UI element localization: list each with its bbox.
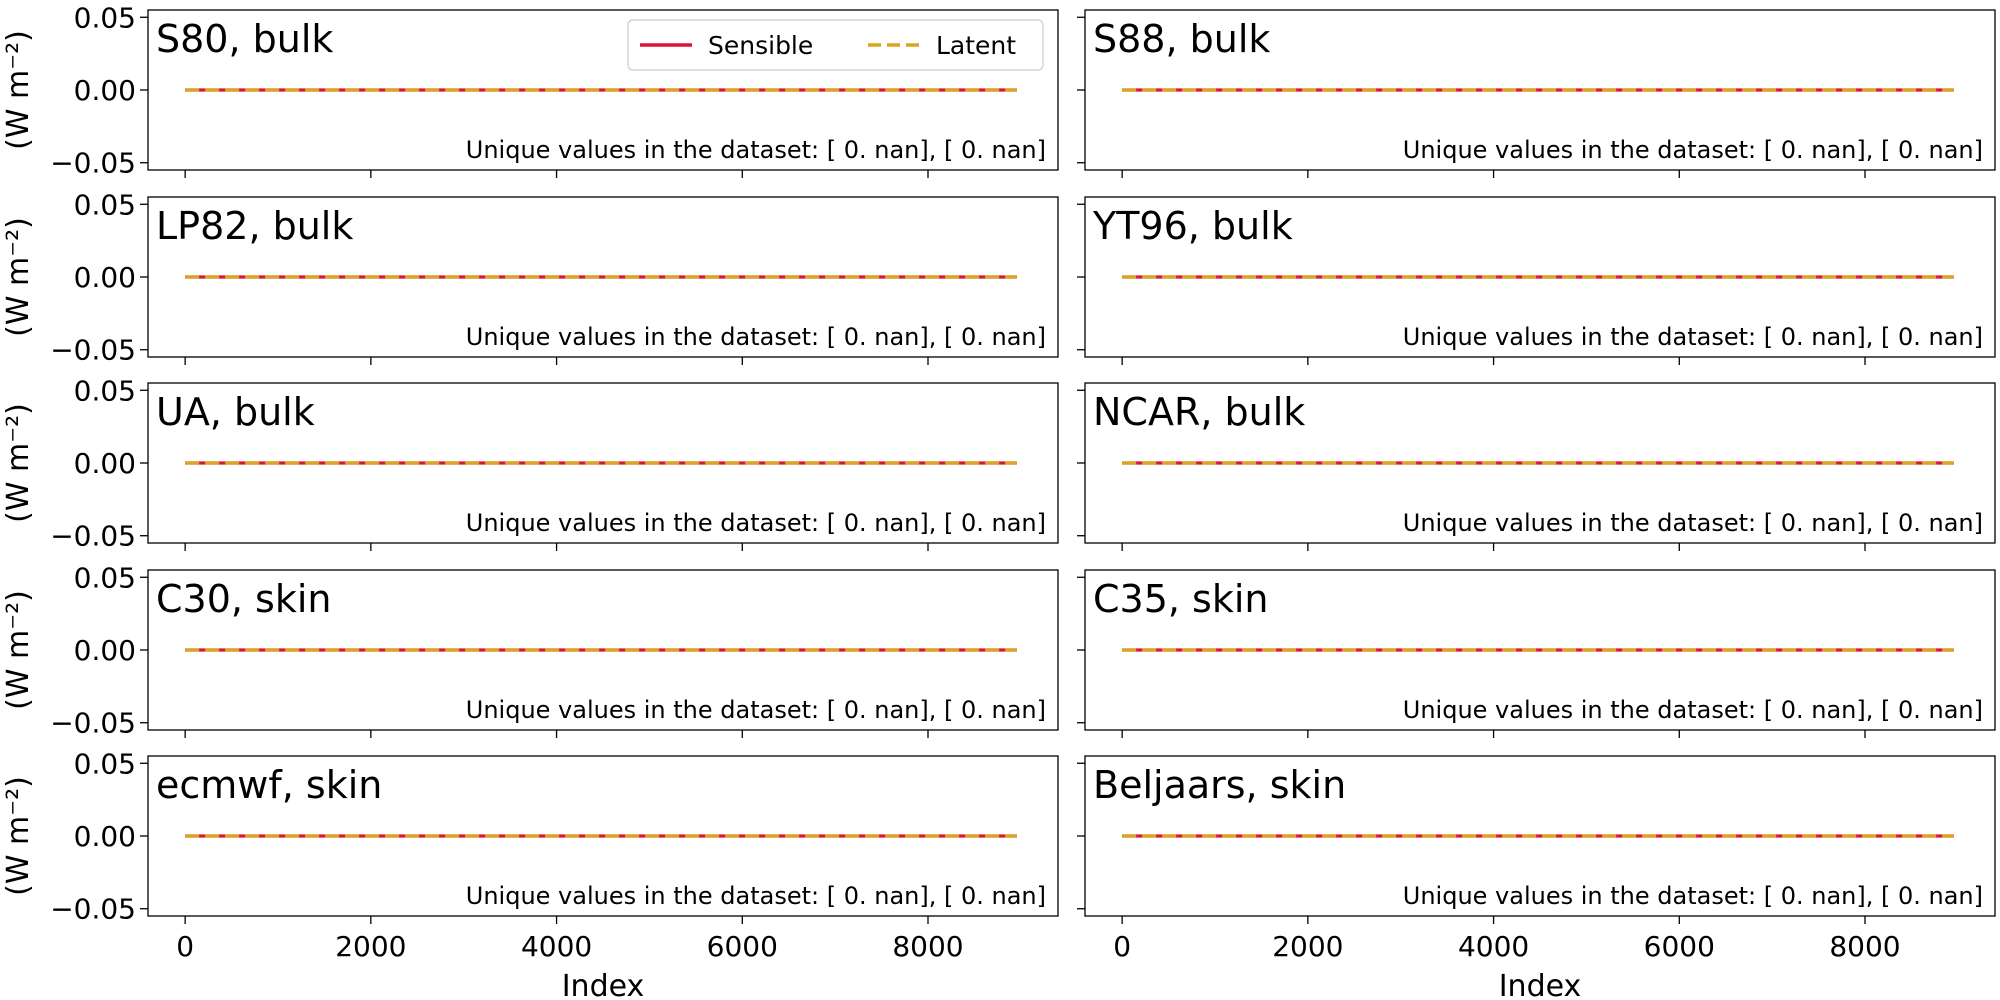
- panel-title: YT96, bulk: [1092, 204, 1293, 248]
- y-tick-label: 0.00: [74, 634, 136, 667]
- legend-label-sensible: Sensible: [708, 31, 813, 60]
- panel-note: Unique values in the dataset: [ 0. nan],…: [1403, 882, 1983, 910]
- panel-note: Unique values in the dataset: [ 0. nan],…: [466, 323, 1046, 351]
- panel-8: 0.05 0.00 −0.05 0 2000 4000 6000 8000 ecmwf, ski…: [1, 747, 1059, 1000]
- y-axis-label: (W m⁻²): [1, 217, 36, 337]
- panel-title: LP82, bulk: [156, 204, 353, 248]
- legend-box: [627, 19, 1044, 71]
- y-axis-label: (W m⁻²): [1, 403, 36, 523]
- x-axis-label: Index: [562, 969, 645, 1000]
- y-tick-label: −0.05: [50, 147, 136, 180]
- panel-note: Unique values in the dataset: [ 0. nan],…: [466, 696, 1046, 724]
- panel-title: S80, bulk: [156, 17, 333, 61]
- y-axis-label: (W m⁻²): [1, 590, 36, 710]
- panel-title: C35, skin: [1093, 577, 1269, 621]
- panel-title: C30, skin: [156, 577, 332, 621]
- x-tick-label: 0: [176, 930, 194, 963]
- y-axis-label: (W m⁻²): [1, 776, 36, 896]
- panel-4: 0.05 0.00 −0.05 UA, bulk Unique values in th…: [1, 374, 1059, 553]
- x-tick-label: 4000: [1458, 930, 1529, 963]
- panel-5: NCAR, bulk Unique values in the dataset: …: [1077, 382, 1996, 551]
- y-tick-label: 0.05: [74, 188, 136, 221]
- y-tick-label: 0.00: [74, 820, 136, 853]
- x-axis-label: Index: [1499, 969, 1582, 1000]
- y-tick-label: 0.00: [74, 261, 136, 294]
- panel-note: Unique values in the dataset: [ 0. nan],…: [1403, 323, 1983, 351]
- y-tick-label: 0.05: [74, 1, 136, 34]
- x-tick-label: 6000: [1644, 930, 1715, 963]
- panel-note: Unique values in the dataset: [ 0. nan],…: [466, 509, 1046, 537]
- y-tick-label: −0.05: [50, 707, 136, 740]
- panel-title: UA, bulk: [156, 390, 315, 434]
- panel-note: Unique values in the dataset: [ 0. nan],…: [1403, 136, 1983, 164]
- x-tick-label: 4000: [521, 930, 592, 963]
- panel-note: Unique values in the dataset: [ 0. nan],…: [1403, 509, 1983, 537]
- panel-2: 0.05 0.00 −0.05 LP82, bulk Unique values in …: [1, 188, 1059, 367]
- x-tick-label: 8000: [1829, 930, 1900, 963]
- panel-note: Unique values in the dataset: [ 0. nan],…: [466, 882, 1046, 910]
- y-tick-label: −0.05: [50, 893, 136, 926]
- panel-7: C35, skin Unique values in the dataset: […: [1077, 569, 1996, 738]
- x-tick-label: 8000: [892, 930, 963, 963]
- panel-note: Unique values in the dataset: [ 0. nan],…: [1403, 696, 1983, 724]
- panel-0: 0.05 0.00 −0.05 S80, bulk Unique values in t…: [1, 1, 1059, 180]
- legend-label-latent: Latent: [936, 31, 1016, 60]
- panel-title: ecmwf, skin: [156, 763, 382, 807]
- y-tick-label: 0.00: [74, 74, 136, 107]
- y-tick-label: 0.05: [74, 747, 136, 780]
- y-tick-label: 0.00: [74, 447, 136, 480]
- x-tick-label: 2000: [335, 930, 406, 963]
- panel-title: Beljaars, skin: [1093, 763, 1346, 807]
- y-tick-label: 0.05: [74, 374, 136, 407]
- y-axis-label: (W m⁻²): [1, 30, 36, 150]
- panel-title: NCAR, bulk: [1093, 390, 1305, 434]
- legend: Sensible Latent: [627, 19, 1044, 71]
- x-tick-label: 2000: [1272, 930, 1343, 963]
- y-tick-label: −0.05: [50, 334, 136, 367]
- panel-9: 0 2000 4000 6000 8000 Beljaars, skin Unique va…: [1077, 755, 1996, 1000]
- x-tick-label: 0: [1113, 930, 1131, 963]
- panel-6: 0.05 0.00 −0.05 C30, skin Unique values in t…: [1, 561, 1059, 740]
- y-tick-label: 0.05: [74, 561, 136, 594]
- panel-note: Unique values in the dataset: [ 0. nan],…: [466, 136, 1046, 164]
- x-tick-label: 6000: [707, 930, 778, 963]
- panel-1: S88, bulk Unique values in the dataset: […: [1077, 9, 1996, 178]
- y-tick-label: −0.05: [50, 520, 136, 553]
- panel-3: YT96, bulk Unique values in the dataset: …: [1077, 196, 1996, 365]
- panel-title: S88, bulk: [1093, 17, 1270, 61]
